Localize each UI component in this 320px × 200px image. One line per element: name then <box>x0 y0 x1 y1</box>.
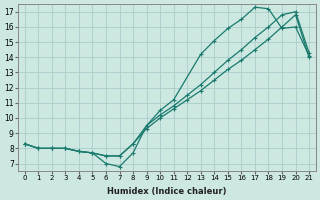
X-axis label: Humidex (Indice chaleur): Humidex (Indice chaleur) <box>107 187 227 196</box>
